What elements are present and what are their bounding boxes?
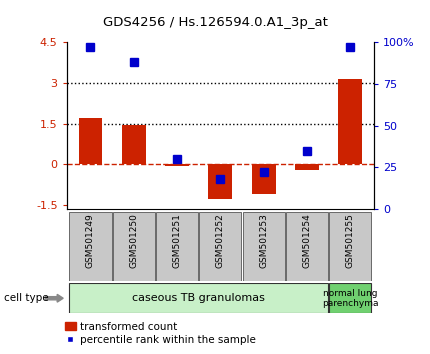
- Bar: [338, 79, 362, 164]
- Bar: [209, 164, 232, 199]
- Bar: [329, 212, 372, 281]
- Bar: [165, 164, 189, 166]
- Text: cell type: cell type: [4, 293, 49, 303]
- Bar: [122, 125, 146, 164]
- Bar: [69, 283, 328, 313]
- Text: normal lung
parenchyma: normal lung parenchyma: [322, 289, 378, 308]
- Bar: [69, 212, 111, 281]
- Text: caseous TB granulomas: caseous TB granulomas: [132, 293, 265, 303]
- Bar: [156, 212, 198, 281]
- Bar: [252, 164, 276, 194]
- Legend: transformed count, percentile rank within the sample: transformed count, percentile rank withi…: [61, 317, 260, 349]
- Text: GSM501249: GSM501249: [86, 213, 95, 268]
- Bar: [295, 164, 319, 170]
- Text: GSM501253: GSM501253: [259, 213, 268, 268]
- Text: GSM501251: GSM501251: [172, 213, 181, 268]
- Text: GSM501255: GSM501255: [346, 213, 355, 268]
- Bar: [79, 118, 102, 164]
- Bar: [329, 283, 372, 313]
- Text: GSM501250: GSM501250: [129, 213, 138, 268]
- Text: GSM501252: GSM501252: [216, 213, 225, 268]
- Text: GSM501254: GSM501254: [302, 213, 311, 268]
- Bar: [286, 212, 328, 281]
- Bar: [243, 212, 285, 281]
- Bar: [199, 212, 242, 281]
- Bar: [113, 212, 155, 281]
- Text: GDS4256 / Hs.126594.0.A1_3p_at: GDS4256 / Hs.126594.0.A1_3p_at: [103, 16, 327, 29]
